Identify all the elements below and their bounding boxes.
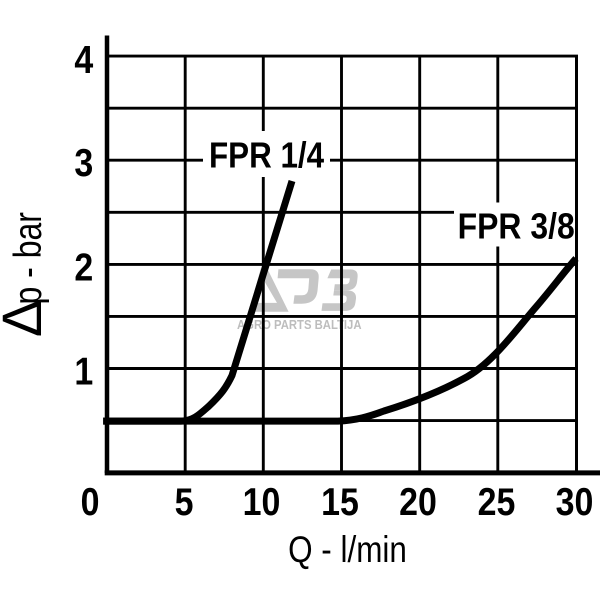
svg-text:5: 5 — [175, 480, 194, 524]
svg-text:15: 15 — [321, 480, 359, 524]
svg-text:20: 20 — [399, 480, 437, 524]
svg-text:AGRO PARTS BALTIJA: AGRO PARTS BALTIJA — [237, 317, 362, 332]
svg-text:3: 3 — [74, 141, 93, 185]
svg-text:FPR 3/8: FPR 3/8 — [458, 207, 575, 247]
svg-text:p - bar: p - bar — [6, 212, 50, 305]
svg-text:1: 1 — [74, 349, 93, 393]
svg-text:25: 25 — [478, 480, 516, 524]
svg-text:30: 30 — [556, 480, 594, 524]
svg-text:FPR 1/4: FPR 1/4 — [209, 135, 324, 176]
svg-text:2: 2 — [74, 245, 93, 289]
svg-text:10: 10 — [243, 480, 281, 524]
svg-text:0: 0 — [81, 480, 100, 524]
svg-text:Δ: Δ — [0, 300, 53, 337]
svg-text:Q - l/min: Q - l/min — [288, 530, 407, 571]
svg-text:4: 4 — [74, 38, 93, 82]
